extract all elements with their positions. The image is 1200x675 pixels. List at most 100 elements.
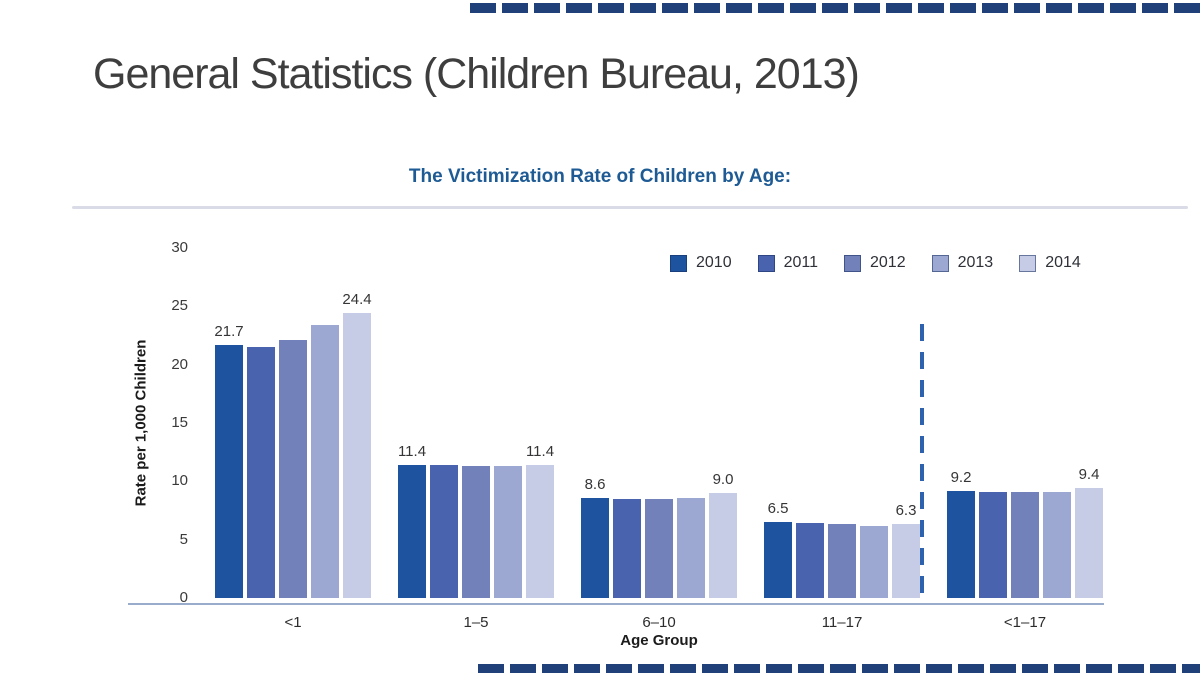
bar-slot: 24.4 bbox=[342, 248, 372, 598]
y-axis-ticks: 0 5 10 15 20 25 30 bbox=[150, 239, 188, 606]
bar-slot bbox=[430, 248, 458, 598]
legend-item: 2010 bbox=[670, 254, 732, 272]
slide-title: General Statistics (Children Bureau, 201… bbox=[93, 50, 860, 98]
legend-swatch bbox=[670, 254, 687, 272]
x-axis-line bbox=[128, 603, 1104, 605]
bar-2012 bbox=[645, 499, 673, 598]
bar-group: 9.2 9.4 <1–17 bbox=[947, 248, 1103, 631]
x-axis-title: Age Group bbox=[620, 632, 698, 649]
legend-label: 2012 bbox=[870, 254, 906, 271]
legend: 2010 2011 2012 2013 2014 bbox=[670, 254, 1081, 272]
bar-slot: 8.6 bbox=[581, 248, 609, 598]
bar-2010 bbox=[764, 522, 792, 598]
bar-2011 bbox=[430, 465, 458, 598]
y-tick-label: 30 bbox=[171, 239, 188, 256]
bar-slot bbox=[1043, 248, 1071, 598]
bar-slot bbox=[1011, 248, 1039, 598]
bar-2010 bbox=[581, 498, 609, 598]
bar-2010 bbox=[947, 491, 975, 598]
bar-2013 bbox=[311, 325, 339, 598]
data-label: 8.6 bbox=[584, 476, 606, 493]
data-label: 6.3 bbox=[895, 502, 917, 519]
legend-label: 2010 bbox=[696, 254, 732, 271]
bar-slot: 9.0 bbox=[709, 248, 737, 598]
y-tick-label: 25 bbox=[171, 297, 188, 315]
bar-2014 bbox=[526, 465, 554, 598]
bar-2012 bbox=[1011, 492, 1039, 598]
bar-slot bbox=[247, 248, 275, 598]
data-label: 21.7 bbox=[214, 323, 244, 340]
data-label: 24.4 bbox=[342, 291, 372, 308]
bar-slot bbox=[828, 248, 856, 598]
y-tick-label: 20 bbox=[171, 355, 188, 373]
bar-2013 bbox=[677, 498, 705, 598]
y-tick-label: 15 bbox=[171, 414, 188, 431]
series-separator-line bbox=[920, 324, 924, 598]
legend-swatch bbox=[844, 254, 861, 272]
bar-slot bbox=[860, 248, 888, 598]
bar-2013 bbox=[860, 526, 888, 598]
bar-slot bbox=[613, 248, 641, 598]
data-label: 9.0 bbox=[712, 471, 734, 488]
bar-2014 bbox=[709, 493, 737, 598]
bar-2011 bbox=[796, 523, 824, 598]
bar-2013 bbox=[1043, 492, 1071, 598]
bar-2012 bbox=[828, 524, 856, 598]
bar-group: 21.7 24.4 <1 bbox=[214, 248, 372, 631]
bar-slot: 9.4 bbox=[1075, 248, 1103, 598]
legend-item: 2013 bbox=[931, 254, 993, 272]
data-label: 9.2 bbox=[950, 469, 972, 486]
bar-group: 8.6 9.0 6–10 bbox=[581, 248, 737, 631]
bar-2011 bbox=[247, 347, 275, 598]
legend-label: 2014 bbox=[1045, 254, 1081, 271]
bar-slot bbox=[645, 248, 673, 598]
y-tick-label: 10 bbox=[171, 472, 188, 490]
bar-slot: 6.5 bbox=[764, 248, 792, 598]
bar-slot bbox=[279, 248, 307, 598]
x-tick-label: 11–17 bbox=[821, 614, 863, 631]
chart-title: The Victimization Rate of Children by Ag… bbox=[408, 166, 792, 187]
bar-slot bbox=[796, 248, 824, 598]
bar-2014 bbox=[1075, 488, 1103, 598]
legend-swatch bbox=[931, 254, 949, 272]
data-label: 9.4 bbox=[1078, 466, 1100, 483]
bar-2011 bbox=[979, 492, 1007, 598]
bar-slot bbox=[311, 248, 339, 598]
bar-2012 bbox=[279, 340, 307, 598]
data-label: 11.4 bbox=[525, 443, 555, 460]
bar-slot bbox=[494, 248, 522, 598]
bar-2011 bbox=[613, 499, 641, 598]
bar-slot: 9.2 bbox=[947, 248, 975, 598]
y-tick-label: 0 bbox=[179, 589, 188, 606]
legend-item: 2011 bbox=[757, 254, 818, 272]
bar-slot: 11.4 bbox=[526, 248, 554, 598]
x-tick-label: 1–5 bbox=[463, 614, 489, 631]
bar-2010 bbox=[398, 465, 426, 598]
x-tick-label: 6–10 bbox=[642, 614, 676, 631]
plot-area: 21.7 24.4 <1 11.4 11.4 1–5 8.6 9.0 6–10 6.5 6.3 11–… bbox=[214, 248, 1103, 631]
bar-slot bbox=[462, 248, 490, 598]
y-tick-label: 5 bbox=[179, 530, 188, 548]
bar-group: 11.4 11.4 1–5 bbox=[398, 248, 554, 631]
legend-item: 2012 bbox=[844, 254, 906, 272]
bar-2014 bbox=[343, 313, 371, 598]
bar-2012 bbox=[462, 466, 490, 598]
bottom-dashed-stripe bbox=[478, 664, 1200, 673]
bar-group: 6.5 6.3 11–17 bbox=[764, 248, 920, 631]
y-axis-title: Rate per 1,000 Children bbox=[132, 339, 150, 507]
bar-slot bbox=[677, 248, 705, 598]
data-label: 11.4 bbox=[397, 443, 427, 460]
bar-slot: 21.7 bbox=[214, 248, 244, 598]
bar-slot: 11.4 bbox=[398, 248, 426, 598]
title-divider-line bbox=[72, 206, 1188, 209]
bar-2013 bbox=[494, 466, 522, 598]
bar-2014 bbox=[892, 524, 920, 598]
legend-swatch bbox=[757, 254, 775, 272]
bar-slot: 6.3 bbox=[892, 248, 920, 598]
x-tick-label: <1–17 bbox=[1003, 614, 1047, 631]
legend-swatch bbox=[1019, 254, 1037, 272]
x-tick-label: <1 bbox=[284, 614, 302, 631]
top-dashed-stripe bbox=[470, 3, 1200, 13]
legend-item: 2014 bbox=[1019, 254, 1081, 272]
